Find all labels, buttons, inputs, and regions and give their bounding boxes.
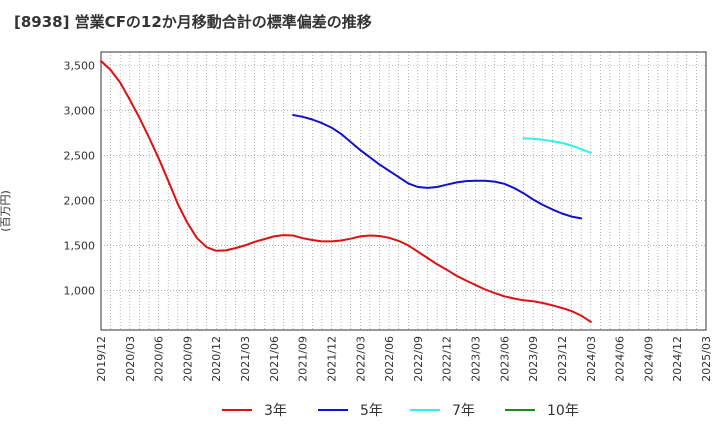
x-tick-label: 2020/12 [210,336,223,382]
x-tick-label: 2023/12 [556,336,569,382]
legend-item: 5年 [318,400,383,420]
plot-area [101,52,706,330]
legend: 3年 5年 7年 10年 [0,400,720,428]
x-tick-label: 2024/12 [671,336,684,382]
y-tick-label: 2,000 [64,194,96,207]
y-tick-label: 3,000 [64,104,96,117]
x-tick-label: 2020/06 [153,336,166,382]
x-tick-label: 2020/03 [124,336,137,382]
chart-title: [8938] 営業CFの12か月移動合計の標準偏差の推移 [14,13,372,31]
x-tick-label: 2021/06 [268,336,281,382]
x-tick-label: 2022/09 [412,336,425,382]
x-tick-label: 2019/12 [95,336,108,382]
y-tick-label: 1,500 [64,239,96,252]
legend-label: 7年 [452,403,475,419]
legend-label: 10年 [547,403,579,419]
y-tick-label: 1,000 [64,284,96,297]
plot-border [100,51,707,331]
x-tick-label: 2022/06 [383,336,396,382]
x-tick-label: 2021/09 [297,336,310,382]
x-tick-label: 2024/03 [585,336,598,382]
legend-swatch [318,409,348,411]
x-tick-label: 2023/03 [470,336,483,382]
legend-swatch [410,409,440,411]
legend-label: 3年 [264,403,287,419]
legend-swatch [222,409,252,411]
y-tick-label: 3,500 [64,59,96,72]
x-tick-label: 2022/03 [354,336,367,382]
x-tick-label: 2023/09 [527,336,540,382]
x-tick-label: 2020/09 [181,336,194,382]
y-tick-label: 2,500 [64,149,96,162]
legend-item: 10年 [505,400,579,420]
legend-item: 7年 [410,400,475,420]
legend-swatch [505,409,535,411]
chart-canvas: 1,000 1,500 2,000 2,500 3,000 3,500 2019/12 202… [64,51,713,382]
series-line [292,114,583,220]
x-tick-label: 2021/03 [239,336,252,382]
legend-label: 5年 [360,403,383,419]
series-line [100,60,592,323]
x-tick-label: 2023/06 [498,336,511,382]
legend-item: 3年 [222,400,287,420]
x-tick-label: 2022/12 [441,336,454,382]
x-tick-label: 2024/06 [614,336,627,382]
x-tick-label: 2025/03 [700,336,713,382]
x-tick-label: 2021/12 [325,336,338,382]
x-tick-label: 2024/09 [642,336,655,382]
series-line [522,137,592,154]
